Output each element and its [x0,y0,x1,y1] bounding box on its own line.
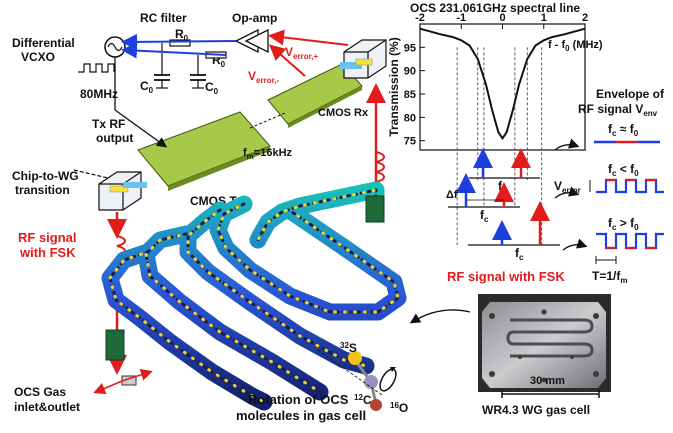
y-tick-label: 95 [404,42,416,54]
gas-cell-photo [478,294,611,398]
c0-label-b: C0 [205,80,219,96]
clock-waveform-icon [78,63,115,73]
x-tick-label: -1 [456,12,466,24]
y-axis-ticks: 75 80 85 90 95 [404,42,425,148]
x-tick-label: 0 [499,12,505,24]
fc-label-3: fc [515,246,524,262]
wg-port-rx [365,195,385,223]
cmos-rx-chip: CMOS Rx [267,63,369,128]
rotation-label-2: molecules in gas cell [236,408,366,423]
tx-rf-output-label: output [96,131,133,145]
envelope-label: Envelope of [596,87,665,101]
gas-inlet-outlet [93,369,153,395]
differential-label: Differential [12,36,75,50]
chip-to-wg-transition-tx [98,171,147,211]
r0-label-a: R0 [175,27,189,43]
delta-f-label: Δf [446,189,458,201]
transmission-line [419,27,586,141]
spectral-line-chart: OCS 231.061GHz spectral line -2 -1 0 1 2 75 8… [387,1,603,245]
atom-s-label: 32S [340,341,357,355]
rc-filter-label: RC filter [140,11,187,25]
tx-rf-label: Tx RF [92,117,125,131]
fc-approx-f0-label: fc ≈ f0 [608,122,639,138]
chip-to-wg-label: Chip-to-WG [12,169,79,183]
rc-filter-block: RC filter Op-amp R0 R0 C0 C0 Verror,+ Ve… [121,11,349,96]
cmos-tx-chip: CMOS Tx [137,111,271,208]
r0-label-b: R0 [212,53,226,69]
clock-80mhz-label: 80MHz [80,87,118,101]
fsk-frequency-diagram: fc fc Δf fc [446,148,560,262]
y-tick-label: 80 [404,112,416,124]
fc-greater-f0-label: fc > f0 [608,216,639,232]
atom-c-label: 12C [354,393,372,407]
chart-y-axis-label: Transmission (%) [387,37,401,136]
rf-signal-fsk-left-label: RF signal [18,230,77,245]
x-tick-label: 1 [541,12,547,24]
c0-label-a: C0 [140,79,154,95]
atom-o-label: 16O [390,401,408,415]
rotation-label: Rotation of OCS [248,392,349,407]
y-tick-label: 85 [404,89,416,101]
y-tick-label: 90 [404,66,416,78]
v-error-minus-label: Verror,- [248,69,279,85]
y-tick-label: 75 [404,136,416,148]
photo-pointer-arrow [409,309,471,324]
ocs-inlet-outlet-label: inlet&outlet [14,400,80,414]
fc-label-1: fc [498,179,507,195]
vcxo-block: Differential VCXO 80MHz [12,36,126,110]
gas-cell-caption: WR4.3 WG gas cell [482,403,590,417]
fc-label-2: fc [480,208,489,224]
wg-port-tx [105,329,125,361]
rf-signal-fsk-left-label-2: with FSK [19,245,76,260]
fc-less-f0-label: fc < f0 [608,162,639,178]
vcxo-label: VCXO [21,50,55,64]
ocs-gas-label: OCS Gas [14,385,66,399]
x-tick-label: 2 [582,12,588,24]
resistor-r0-a [169,39,191,47]
chart-guide-lines [456,47,543,245]
ocs-molecule-icon [317,349,397,411]
transition-label: transition [15,183,70,197]
chart-title: OCS 231.061GHz spectral line [410,1,580,15]
meander-waveguide [101,181,407,411]
envelope-panel: Envelope of RF signal Venv fc ≈ f0 fc < … [554,87,665,285]
envelope-label-2: RF signal Venv [578,102,658,118]
chart-x-axis-label: f - f0 (MHz) [548,39,603,53]
envelope-fc-less [596,178,664,194]
rf-wave-right-icon [375,151,386,183]
v-error-plus-label: Verror,+ [285,45,318,61]
period-label: T=1/fm [592,269,627,285]
rf-signal-fsk-right-label: RF signal with FSK [447,269,565,284]
envelope-fc-greater [596,232,664,250]
x-axis-ticks: -2 -1 0 1 2 [415,12,588,29]
fm-label: fm=16kHz [243,147,293,161]
x-tick-label: -2 [415,12,425,24]
op-amp-label: Op-amp [232,11,277,25]
chip-to-wg-transition-rx [340,39,387,79]
cmos-rx-label: CMOS Rx [318,107,369,119]
scale-label: 30 mm [530,375,565,387]
